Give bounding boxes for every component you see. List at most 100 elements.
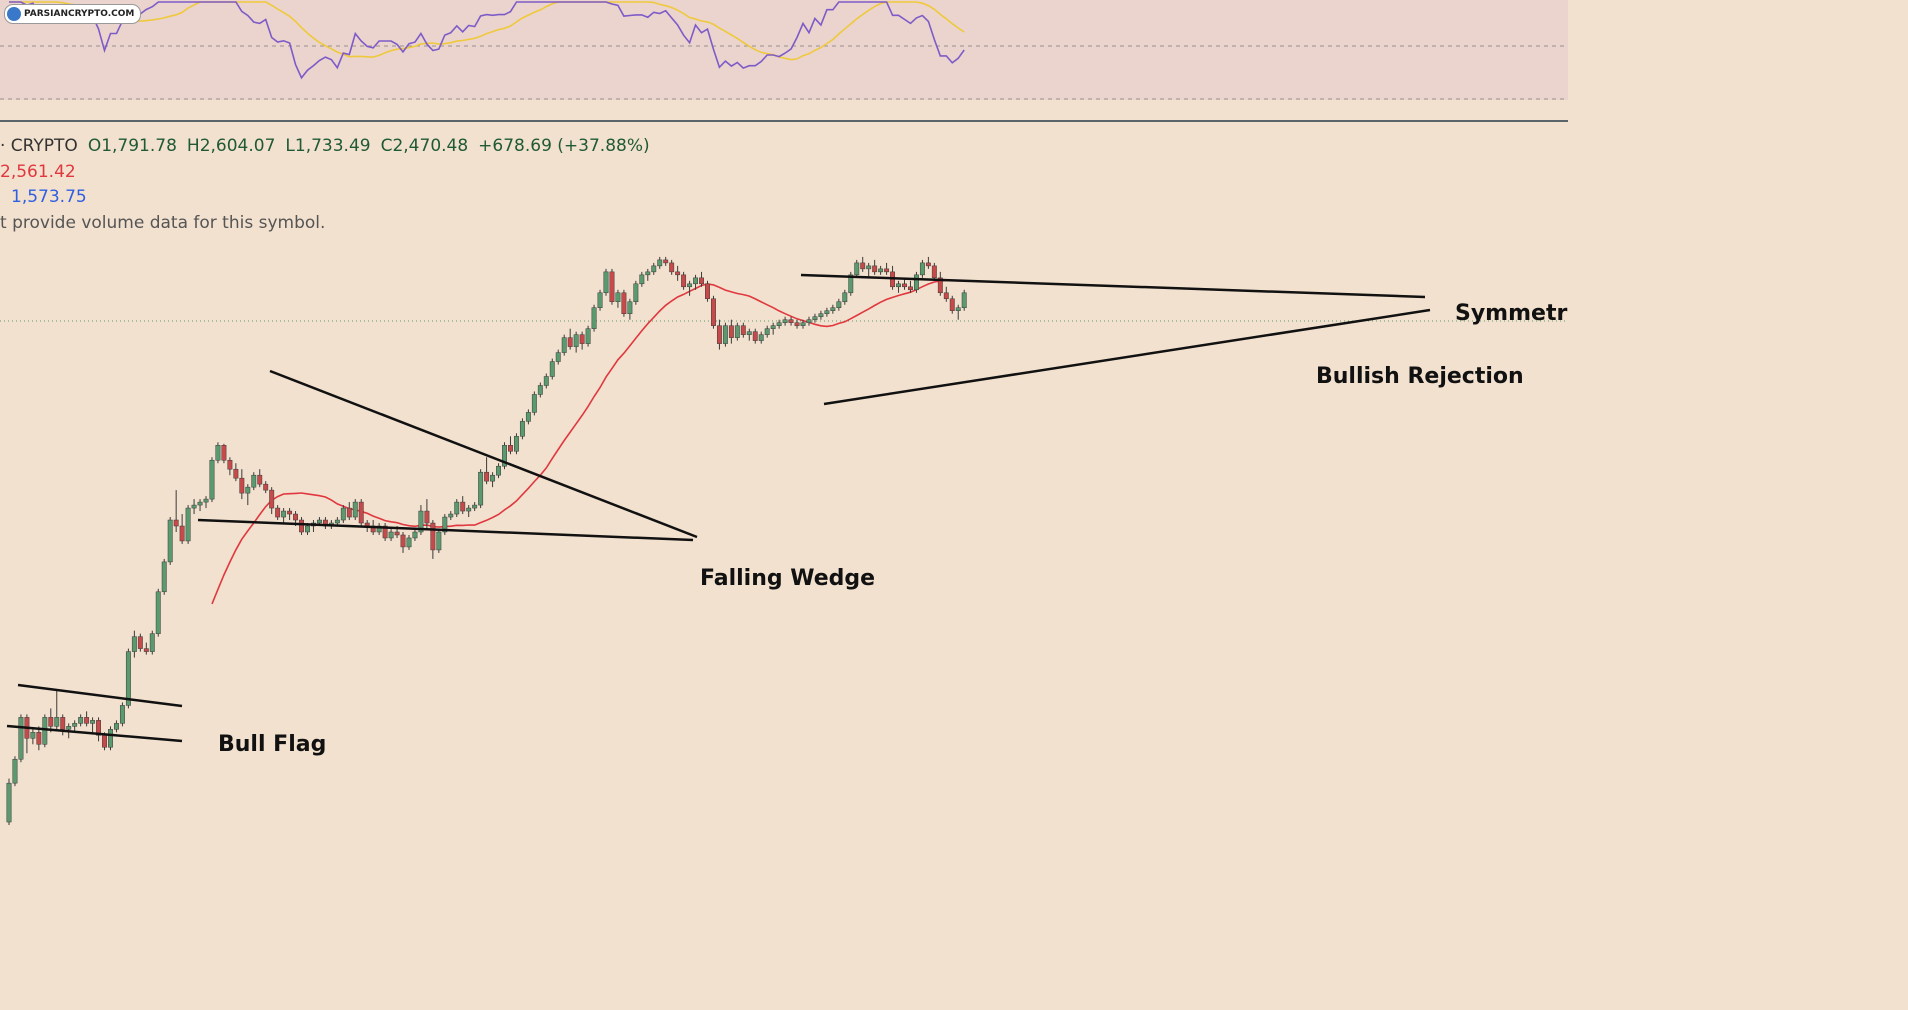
ohlc-legend: · CRYPTO O1,791.78 H2,604.07 L1,733.49 C2,47… — [0, 136, 660, 156]
candle — [884, 268, 890, 273]
change-value: +678.69 (+37.88%) — [478, 136, 650, 156]
candle — [770, 325, 776, 329]
candle — [221, 445, 227, 461]
candle — [764, 328, 770, 335]
price-chart[interactable]: Bull Flag Falling Wedge Symmetri Bullish… — [0, 0, 1568, 830]
candle — [603, 271, 609, 294]
candle — [102, 735, 107, 748]
ma-red-legend[interactable]: 2,561.42 — [0, 162, 76, 182]
candle — [293, 513, 299, 521]
candle — [114, 723, 119, 730]
candle — [872, 265, 878, 273]
candle — [609, 271, 615, 303]
candle — [18, 717, 24, 760]
rsi-line — [9, 1, 965, 80]
candle — [949, 298, 955, 311]
trend-lines[interactable] — [6, 273, 1431, 743]
candle — [543, 376, 549, 386]
candle — [430, 522, 436, 551]
candle — [269, 489, 275, 509]
candle — [60, 717, 66, 730]
bull-flag-bottom-line[interactable] — [6, 724, 183, 743]
candle — [191, 504, 197, 509]
candle — [406, 537, 412, 548]
candle — [400, 534, 406, 548]
candle — [490, 474, 496, 482]
candle — [615, 292, 621, 303]
bull-flag-label: Bull Flag — [218, 732, 326, 757]
candle — [931, 265, 937, 279]
candle — [669, 262, 675, 273]
candle — [12, 758, 18, 784]
rsi-ma-line — [9, 1, 965, 61]
candle — [955, 307, 961, 311]
candle — [908, 286, 913, 291]
triangle-top-line[interactable] — [800, 273, 1426, 299]
candle — [263, 483, 269, 491]
low-value: L1,733.49 — [285, 136, 371, 156]
candle — [573, 334, 579, 347]
candle — [937, 277, 943, 294]
symmetric-label: Symmetri — [1455, 301, 1568, 326]
candle — [836, 301, 842, 308]
candle — [716, 325, 722, 344]
candle — [878, 268, 884, 273]
candle — [722, 325, 728, 344]
candle — [90, 720, 96, 724]
falling-wedge-label: Falling Wedge — [700, 566, 875, 591]
candle — [233, 468, 239, 479]
logo-icon — [7, 7, 21, 21]
candle — [531, 394, 537, 413]
candle — [776, 322, 782, 326]
candle — [48, 717, 54, 727]
candle — [519, 421, 525, 437]
candle — [179, 525, 185, 542]
candle — [287, 510, 293, 515]
candle — [340, 507, 346, 521]
candle — [125, 651, 131, 706]
watermark-text: PARSIANCRYPTO.COM — [24, 9, 135, 19]
candle — [149, 633, 155, 652]
candle — [824, 310, 830, 314]
candle — [896, 283, 901, 288]
candle — [119, 705, 125, 724]
candle — [705, 283, 710, 300]
candle — [508, 445, 513, 452]
ma-blue-legend[interactable]: 1,573.75 — [11, 187, 87, 207]
candle — [36, 732, 42, 745]
high-value: H2,604.07 — [186, 136, 276, 156]
triangle-bottom-line[interactable] — [823, 308, 1431, 406]
candle — [251, 474, 257, 488]
candle — [334, 519, 340, 524]
candle — [143, 648, 149, 652]
symbol-name[interactable]: · CRYPTO — [0, 136, 78, 156]
candle — [388, 531, 394, 539]
candle — [555, 352, 561, 362]
candle — [913, 274, 919, 291]
candle — [412, 531, 418, 539]
candle — [788, 319, 794, 323]
wedge-top-line[interactable] — [269, 369, 698, 539]
candle — [549, 361, 555, 377]
candle — [209, 459, 215, 500]
candle — [472, 504, 478, 509]
wedge-bottom-line[interactable] — [197, 518, 694, 542]
candle — [585, 328, 591, 344]
candle — [275, 507, 281, 518]
candle — [687, 283, 693, 288]
candle — [502, 445, 507, 467]
candle — [591, 307, 597, 329]
candle — [72, 723, 78, 727]
candle — [639, 274, 645, 285]
candle — [418, 510, 424, 533]
candle — [627, 301, 633, 314]
candle — [346, 507, 352, 518]
candle — [382, 525, 388, 539]
bull-flag-top-line[interactable] — [17, 683, 183, 708]
candle — [919, 262, 925, 276]
candle — [496, 465, 501, 476]
candle — [424, 510, 430, 524]
close-value: C2,470.48 — [380, 136, 469, 156]
candle — [657, 259, 663, 267]
candle — [693, 277, 698, 285]
